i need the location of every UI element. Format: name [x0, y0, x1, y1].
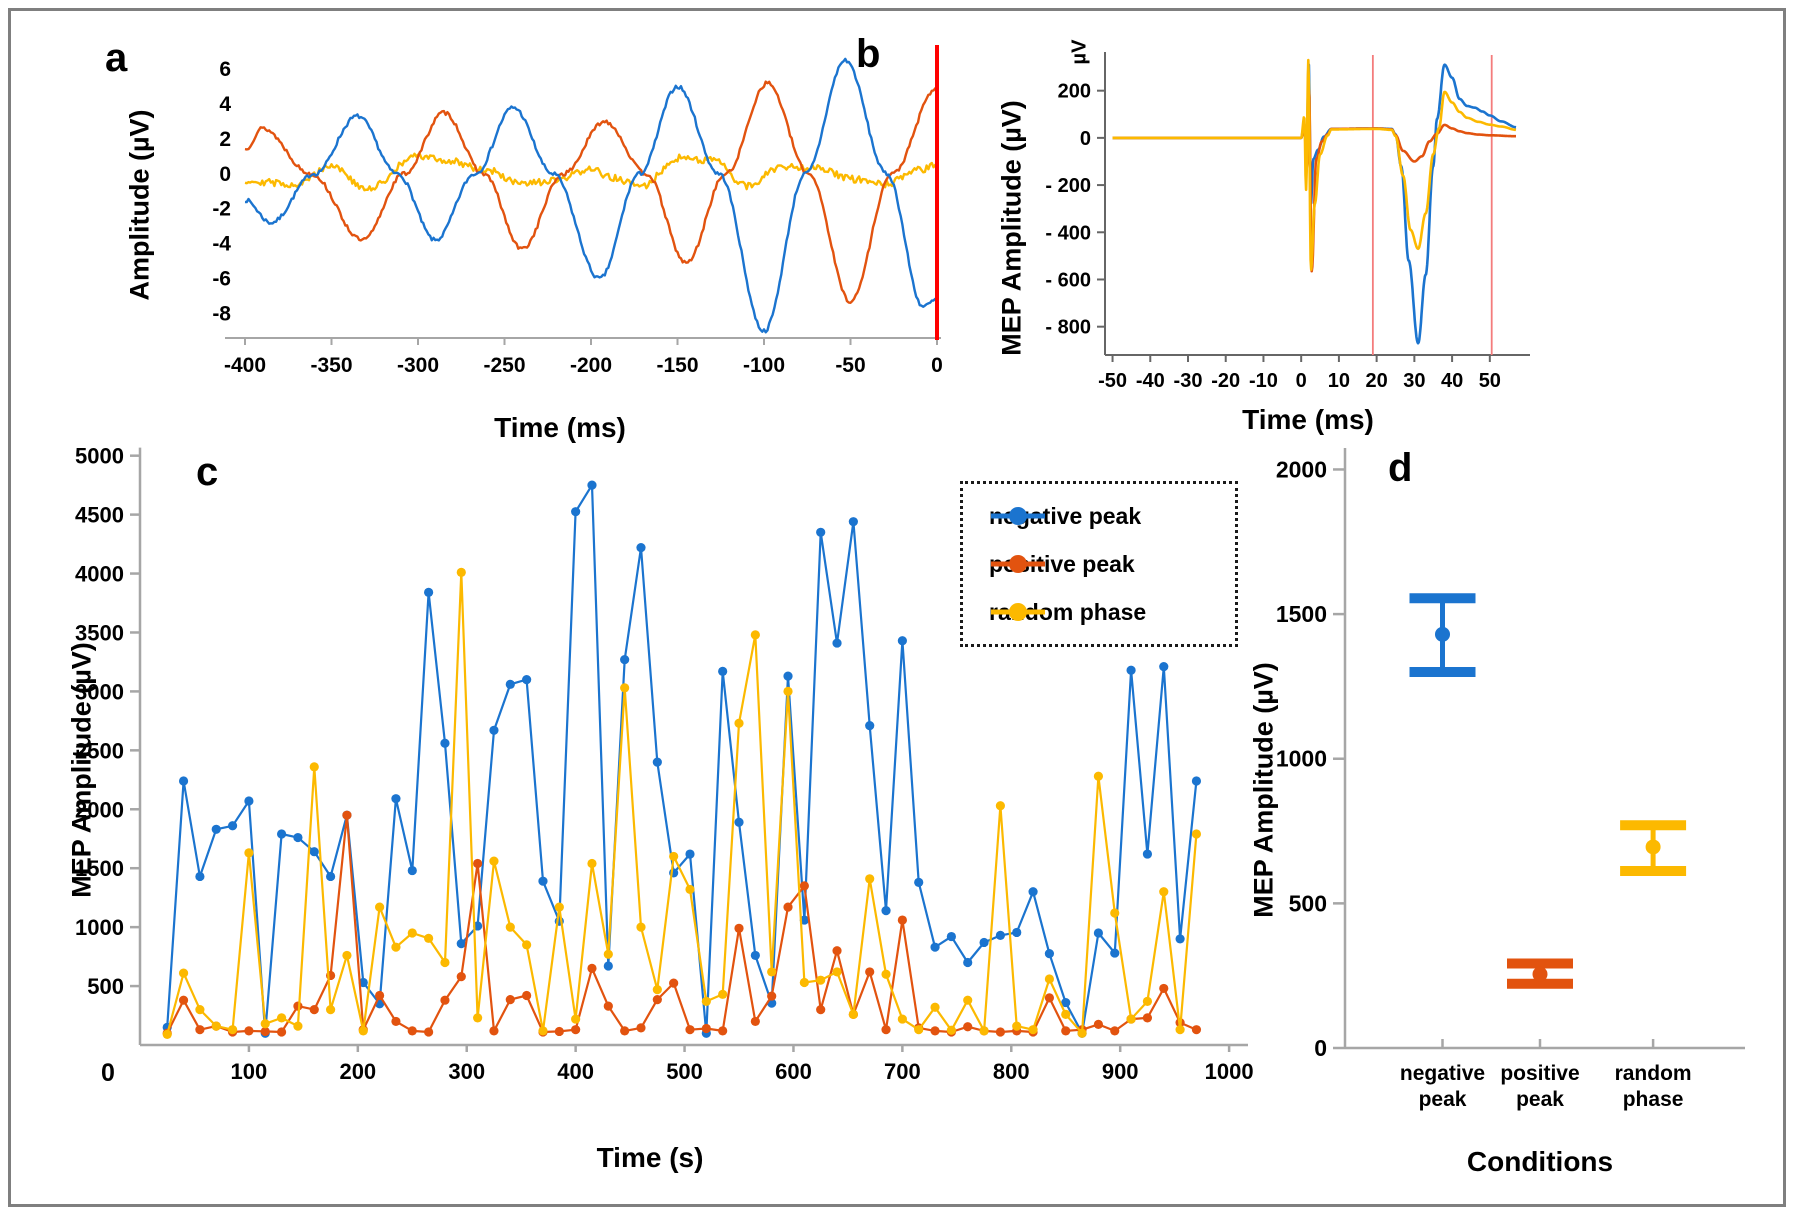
svg-text:4: 4	[219, 93, 231, 116]
svg-text:-8: -8	[212, 303, 231, 326]
svg-text:random: random	[1615, 1062, 1692, 1085]
negative-peak-marker-icon	[991, 507, 1045, 525]
svg-text:20: 20	[1366, 370, 1388, 392]
svg-text:-4: -4	[212, 233, 231, 256]
svg-text:800: 800	[993, 1059, 1030, 1084]
svg-text:0: 0	[101, 1059, 115, 1087]
svg-text:1000: 1000	[1276, 746, 1327, 772]
svg-text:-2: -2	[212, 198, 231, 221]
panel-d-ylabel: MEP Amplitude (µV)	[1248, 662, 1279, 918]
svg-text:-50: -50	[1098, 370, 1127, 392]
svg-text:100: 100	[231, 1059, 268, 1084]
svg-text:300: 300	[448, 1059, 485, 1084]
svg-text:2000: 2000	[75, 797, 124, 822]
svg-text:- 400: - 400	[1045, 222, 1091, 244]
svg-text:-100: -100	[743, 354, 785, 377]
svg-text:50: 50	[1479, 370, 1501, 392]
svg-text:-40: -40	[1136, 370, 1165, 392]
svg-text:-400: -400	[224, 354, 266, 377]
svg-text:0: 0	[1314, 1035, 1327, 1061]
svg-text:500: 500	[666, 1059, 703, 1084]
svg-text:phase: phase	[1623, 1088, 1684, 1111]
svg-text:1500: 1500	[1276, 601, 1327, 627]
legend-item-random-phase: random phase	[989, 599, 1235, 626]
svg-text:6: 6	[219, 58, 231, 81]
svg-text:30: 30	[1403, 370, 1425, 392]
panel-a-label: a	[105, 36, 128, 80]
svg-text:500: 500	[87, 974, 124, 999]
svg-text:200: 200	[339, 1059, 376, 1084]
svg-text:900: 900	[1102, 1059, 1139, 1084]
svg-text:-10: -10	[1249, 370, 1278, 392]
svg-text:0: 0	[1080, 128, 1091, 150]
svg-text:-200: -200	[570, 354, 612, 377]
panel-a-chart: -400 -350 -300 -250 -200 -150 -100 -50 0 6 4 2 0 -2 -4…	[212, 45, 943, 377]
svg-text:700: 700	[884, 1059, 921, 1084]
svg-text:1000: 1000	[1205, 1059, 1254, 1084]
svg-text:-50: -50	[835, 354, 865, 377]
svg-text:peak: peak	[1516, 1088, 1564, 1111]
svg-text:4500: 4500	[75, 503, 124, 528]
legend: negative peak positive peak random phase	[960, 481, 1238, 647]
svg-text:400: 400	[557, 1059, 594, 1084]
svg-text:peak: peak	[1419, 1088, 1467, 1111]
svg-text:3500: 3500	[75, 620, 124, 645]
svg-text:- 200: - 200	[1045, 175, 1091, 197]
svg-text:1000: 1000	[75, 915, 124, 940]
svg-text:500: 500	[1289, 890, 1327, 916]
svg-text:- 600: - 600	[1045, 269, 1091, 291]
svg-text:positive: positive	[1500, 1062, 1579, 1085]
svg-text:-6: -6	[212, 268, 231, 291]
svg-text:5000: 5000	[75, 444, 124, 469]
random-phase-marker-icon	[991, 603, 1045, 621]
svg-text:2500: 2500	[75, 738, 124, 763]
svg-text:1500: 1500	[75, 856, 124, 881]
panel-c-label: c	[196, 450, 219, 494]
svg-text:-150: -150	[656, 354, 698, 377]
panel-a-ylabel: Amplitude (µV)	[124, 109, 155, 301]
svg-text:-350: -350	[310, 354, 352, 377]
svg-text:4000: 4000	[75, 562, 124, 587]
svg-text:2: 2	[219, 128, 231, 151]
svg-text:0: 0	[219, 163, 231, 186]
svg-text:10: 10	[1328, 370, 1350, 392]
panel-d-xlabel: Conditions	[1466, 1146, 1614, 1177]
panel-b-xlabel: Time (ms)	[1242, 404, 1374, 435]
panel-b-unit-label: µV	[1068, 39, 1091, 65]
panel-c-ylabel: MEP Amplitude (µV)	[66, 642, 97, 898]
svg-text:-300: -300	[397, 354, 439, 377]
svg-text:200: 200	[1058, 81, 1091, 103]
legend-item-negative-peak: negative peak	[989, 503, 1235, 530]
panel-c-chart: 5001000150020002500300035004000450050001…	[75, 444, 1254, 1087]
panel-b-ylabel: MEP Amplitude (µV)	[996, 100, 1027, 356]
svg-text:negative: negative	[1400, 1062, 1485, 1085]
svg-text:-20: -20	[1211, 370, 1240, 392]
svg-text:0: 0	[931, 354, 943, 377]
svg-text:-250: -250	[483, 354, 525, 377]
positive-peak-marker-icon	[991, 555, 1045, 573]
svg-text:-30: -30	[1174, 370, 1203, 392]
panel-a-xlabel: Time (ms)	[494, 412, 626, 443]
panel-b-label: b	[856, 32, 881, 76]
svg-text:3000: 3000	[75, 679, 124, 704]
svg-text:- 800: - 800	[1045, 317, 1091, 339]
svg-text:2000: 2000	[1276, 456, 1327, 482]
legend-item-positive-peak: positive peak	[989, 551, 1235, 578]
svg-text:0: 0	[1296, 370, 1307, 392]
panel-d-label: d	[1388, 446, 1413, 490]
svg-text:600: 600	[775, 1059, 812, 1084]
panel-b-chart: 200 0 - 200 - 400 - 600 - 800 -50 -40 -30 -20 -10 0…	[1045, 52, 1530, 392]
svg-text:40: 40	[1441, 370, 1463, 392]
panel-d-chart: 0 500 1000 1500 2000 negative peak positive peak…	[1276, 448, 1745, 1111]
panel-c-xlabel: Time (s)	[596, 1142, 704, 1173]
